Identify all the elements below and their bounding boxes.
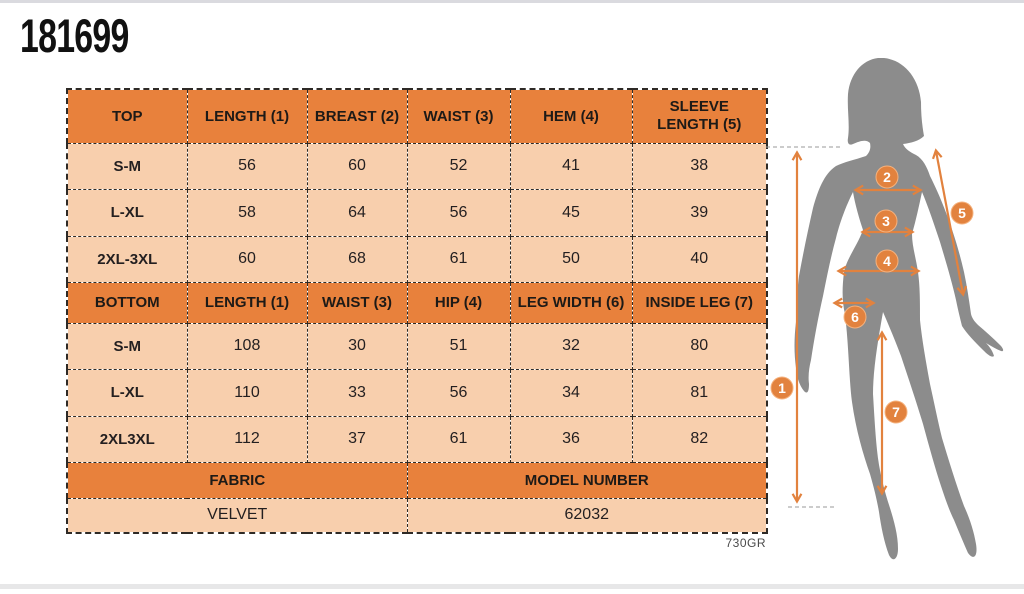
header-cell: MODEL NUMBER — [406, 461, 768, 499]
header-cell: FABRIC — [66, 461, 408, 499]
header-cell: LENGTH (1) — [186, 281, 308, 324]
table-row: 2XL-3XL 60 68 61 50 40 — [66, 235, 768, 283]
value-cell: 37 — [306, 415, 408, 463]
size-cell: L-XL — [66, 188, 188, 237]
measurement-figure: 1 2 3 4 5 6 7 — [766, 50, 1024, 589]
value-cell: 112 — [186, 415, 308, 463]
product-code: 181699 — [20, 9, 129, 62]
table-row: 2XL3XL 112 37 61 36 82 — [66, 415, 768, 463]
value-cell: 34 — [509, 368, 633, 417]
weight-note: 730GR — [725, 536, 766, 550]
size-cell: L-XL — [66, 368, 188, 417]
badge-7: 7 — [884, 400, 908, 424]
value-cell: 108 — [186, 322, 308, 370]
value-cell: 39 — [631, 188, 768, 237]
header-cell: LENGTH (1) — [186, 88, 308, 144]
size-cell: 2XL3XL — [66, 415, 188, 463]
value-cell: 32 — [509, 322, 633, 370]
value-cell: 41 — [509, 142, 633, 190]
value-cell: 36 — [509, 415, 633, 463]
size-cell: S-M — [66, 142, 188, 190]
badge-1: 1 — [770, 376, 794, 400]
value-cell: 38 — [631, 142, 768, 190]
value-cell: 61 — [406, 415, 511, 463]
arrow-sleeve — [931, 148, 968, 297]
table-row: S-M 108 30 51 32 80 — [66, 322, 768, 370]
size-chart-table: TOP LENGTH (1) BREAST (2) WAIST (3) HEM … — [66, 88, 768, 534]
model-number-value: 62032 — [406, 497, 768, 534]
value-cell: 33 — [306, 368, 408, 417]
badge-6: 6 — [843, 305, 867, 329]
info-value-row: VELVET 62032 — [66, 497, 768, 534]
info-header-row: FABRIC MODEL NUMBER — [66, 461, 768, 499]
value-cell: 52 — [406, 142, 511, 190]
badge-5: 5 — [950, 201, 974, 225]
bottom-divider — [0, 584, 1024, 589]
header-cell: HIP (4) — [406, 281, 511, 324]
svg-text:6: 6 — [851, 309, 859, 325]
value-cell: 64 — [306, 188, 408, 237]
value-cell: 51 — [406, 322, 511, 370]
fabric-value: VELVET — [66, 497, 408, 534]
svg-text:5: 5 — [958, 205, 966, 221]
header-cell: WAIST (3) — [406, 88, 511, 144]
size-cell: 2XL-3XL — [66, 235, 188, 283]
svg-text:7: 7 — [892, 404, 900, 420]
value-cell: 61 — [406, 235, 511, 283]
value-cell: 30 — [306, 322, 408, 370]
header-cell: BREAST (2) — [306, 88, 408, 144]
header-cell: SLEEVE LENGTH (5) — [631, 88, 768, 144]
table-row: L-XL 58 64 56 45 39 — [66, 188, 768, 237]
woman-silhouette — [794, 58, 1004, 560]
value-cell: 81 — [631, 368, 768, 417]
header-cell: HEM (4) — [509, 88, 633, 144]
size-cell: S-M — [66, 322, 188, 370]
badge-3: 3 — [874, 209, 898, 233]
header-cell: INSIDE LEG (7) — [631, 281, 768, 324]
value-cell: 80 — [631, 322, 768, 370]
value-cell: 82 — [631, 415, 768, 463]
value-cell: 110 — [186, 368, 308, 417]
svg-text:2: 2 — [883, 169, 891, 185]
value-cell: 50 — [509, 235, 633, 283]
value-cell: 56 — [406, 188, 511, 237]
value-cell: 40 — [631, 235, 768, 283]
top-divider — [0, 0, 1024, 3]
female-silhouette-diagram: 1 2 3 4 5 6 7 — [766, 58, 1004, 560]
badge-2: 2 — [875, 165, 899, 189]
header-cell: WAIST (3) — [306, 281, 408, 324]
table-row: S-M 56 60 52 41 38 — [66, 142, 768, 190]
table-row: L-XL 110 33 56 34 81 — [66, 368, 768, 417]
value-cell: 60 — [186, 235, 308, 283]
svg-text:4: 4 — [883, 253, 891, 269]
bottom-header-row: BOTTOM LENGTH (1) WAIST (3) HIP (4) LEG … — [66, 281, 768, 324]
header-cell: BOTTOM — [66, 281, 188, 324]
top-header-row: TOP LENGTH (1) BREAST (2) WAIST (3) HEM … — [66, 88, 768, 144]
value-cell: 56 — [186, 142, 308, 190]
value-cell: 56 — [406, 368, 511, 417]
header-cell: LEG WIDTH (6) — [509, 281, 633, 324]
badge-4: 4 — [875, 249, 899, 273]
svg-text:1: 1 — [778, 380, 786, 396]
value-cell: 45 — [509, 188, 633, 237]
value-cell: 68 — [306, 235, 408, 283]
value-cell: 58 — [186, 188, 308, 237]
header-cell: TOP — [66, 88, 188, 144]
value-cell: 60 — [306, 142, 408, 190]
svg-text:3: 3 — [882, 213, 890, 229]
